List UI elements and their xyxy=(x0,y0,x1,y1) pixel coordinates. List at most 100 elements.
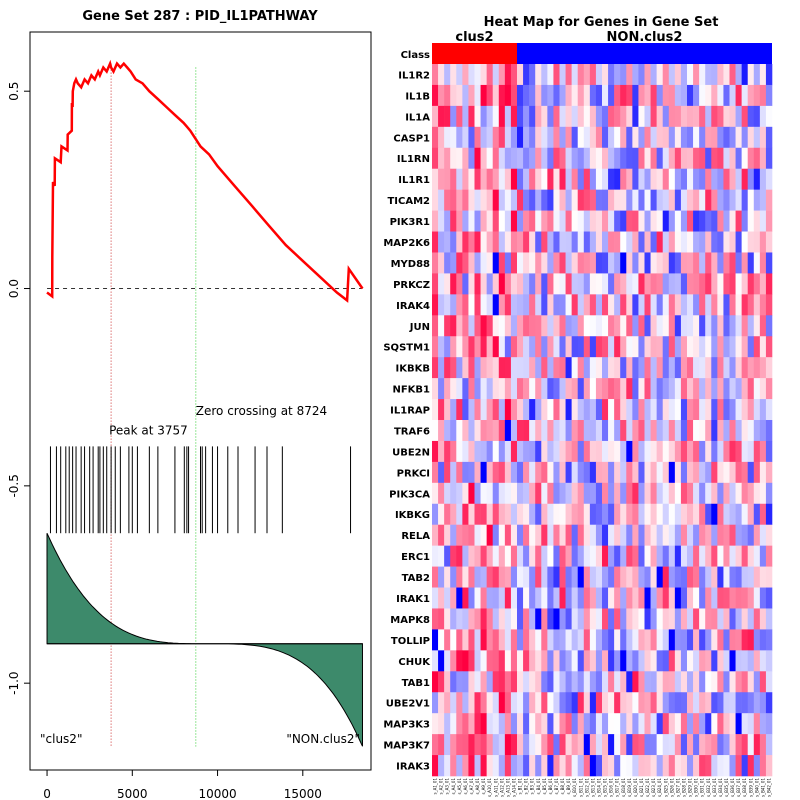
heatmap-cell xyxy=(735,189,742,211)
heatmap-cell xyxy=(432,482,439,505)
heatmap-cell xyxy=(705,252,712,274)
heatmap-cell xyxy=(438,64,445,86)
heatmap-cell xyxy=(535,399,542,421)
heatmap-cell xyxy=(747,189,755,211)
heatmap-cell xyxy=(547,399,554,421)
heatmap-cell xyxy=(571,378,579,400)
heatmap-cell xyxy=(504,629,512,651)
sample-label: s_B1_01 xyxy=(518,778,523,795)
heatmap-cell xyxy=(614,273,621,295)
heatmap-cell xyxy=(729,357,736,379)
heatmap-cell xyxy=(687,524,694,546)
heatmap-cell xyxy=(656,252,664,274)
heatmap-cell xyxy=(650,105,657,128)
heatmap-cell xyxy=(729,273,736,295)
heatmap-cell xyxy=(747,608,755,630)
heatmap-cell xyxy=(468,294,475,316)
heatmap-cell xyxy=(729,587,736,609)
heatmap-cell xyxy=(602,524,609,546)
heatmap-cell xyxy=(723,126,730,149)
heatmap-cell xyxy=(699,713,706,735)
heatmap-cell xyxy=(535,126,542,149)
heatmap-cell xyxy=(735,231,742,253)
heatmap-cell xyxy=(741,126,749,149)
heatmap-cell xyxy=(626,440,633,463)
heatmap-cell xyxy=(438,84,445,107)
heatmap-cell xyxy=(741,482,749,505)
heatmap-cell xyxy=(650,252,657,274)
heatmap-cell xyxy=(620,378,627,400)
heatmap-cell xyxy=(729,461,736,484)
heatmap-cell xyxy=(480,440,487,463)
heatmap-cell xyxy=(492,126,500,149)
heatmap-cell xyxy=(717,210,724,232)
heatmap-cell xyxy=(559,189,566,211)
heatmap-cell xyxy=(583,608,591,630)
heatmap-cell xyxy=(765,147,773,169)
heatmap-cell xyxy=(656,315,664,337)
sample-labels: s_A1_01 s_A2_01 s_A3_01 s_A4_01 s_A5_01 s_A6_… xyxy=(433,778,772,797)
heatmap-cell xyxy=(620,755,627,777)
heatmap-cell xyxy=(668,273,676,295)
heatmap-cell xyxy=(571,210,579,232)
sample-label: s_A4_01 xyxy=(451,778,456,795)
sample-label: s_B16_01 xyxy=(609,778,614,797)
heatmap-cell xyxy=(504,650,512,672)
heatmap-cell xyxy=(662,210,670,232)
heatmap-cell xyxy=(456,147,463,169)
heatmap-cell xyxy=(656,378,664,400)
heatmap-cell xyxy=(711,608,718,630)
heatmap-cell xyxy=(705,105,712,128)
heatmap-cell xyxy=(680,566,688,588)
heatmap-cell xyxy=(517,440,524,463)
heatmap-cell xyxy=(632,734,639,756)
heatmap-cell xyxy=(559,84,566,107)
heatmap-cell xyxy=(553,231,560,253)
heatmap-cell xyxy=(680,629,688,651)
heatmap-cell xyxy=(486,315,494,337)
heatmap-cell xyxy=(577,482,585,505)
heatmap-cell xyxy=(444,84,451,107)
heatmap-cell xyxy=(523,147,530,169)
heatmap-cell xyxy=(589,734,597,756)
heatmap-cell xyxy=(644,399,651,421)
heatmap-cell xyxy=(541,461,548,484)
heatmap-cell xyxy=(765,650,773,672)
heatmap-cell xyxy=(432,294,439,316)
heatmap-cell xyxy=(687,168,694,190)
heatmap-cell xyxy=(462,650,469,672)
heatmap-cell xyxy=(626,671,633,693)
heatmap-cell xyxy=(680,273,688,295)
heatmap-cell xyxy=(444,587,451,609)
heatmap-cell xyxy=(492,189,500,211)
heatmap-cell xyxy=(644,252,651,274)
heatmap-cell xyxy=(510,524,518,546)
heatmap-cell xyxy=(753,168,761,190)
heatmap-cell xyxy=(602,84,609,107)
heatmap-cell xyxy=(693,629,700,651)
heatmap-cell xyxy=(498,692,506,714)
heatmap-cell xyxy=(650,210,657,232)
heatmap-cell xyxy=(486,566,494,588)
heatmap-cell xyxy=(626,294,633,316)
heatmap-cell xyxy=(717,357,724,379)
heatmap-cell xyxy=(450,357,457,379)
heatmap-cell xyxy=(753,315,761,337)
heatmap-cell xyxy=(687,440,694,463)
heatmap-cell xyxy=(656,273,664,295)
heatmap-cell xyxy=(474,629,481,651)
heatmap-cell xyxy=(468,692,475,714)
heatmap-cell xyxy=(717,64,724,86)
heatmap-cell xyxy=(759,357,767,379)
heatmap-cell xyxy=(662,336,670,358)
heatmap-cell xyxy=(468,64,475,86)
heatmap-cell xyxy=(553,64,560,86)
heatmap-cell xyxy=(456,126,463,149)
heatmap-cell xyxy=(541,482,548,505)
heatmap-cell xyxy=(523,336,530,358)
heatmap-cell xyxy=(753,189,761,211)
heatmap-cell xyxy=(565,671,572,693)
heatmap-cell xyxy=(468,420,475,442)
heatmap-cell xyxy=(729,168,736,190)
heatmap-cell xyxy=(541,64,548,86)
